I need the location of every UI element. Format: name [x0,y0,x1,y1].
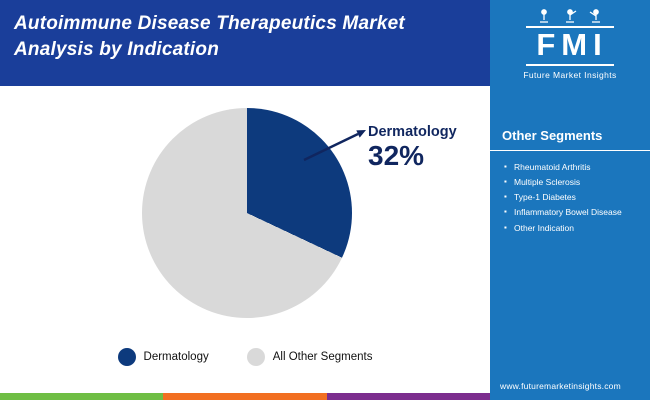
callout-label: Dermatology [368,124,457,140]
website-url[interactable]: www.futuremarketinsights.com [500,381,621,391]
pie-chart [142,108,352,318]
other-segments-list: Rheumatoid Arthritis Multiple Sclerosis … [490,160,650,236]
stripe-purple-segment [326,393,490,400]
stripe-orange-segment [163,393,327,400]
legend-label: All Other Segments [272,351,373,363]
stripe-green-segment [0,393,164,400]
legend-swatch-all-other [246,348,265,366]
logo-abbr: FMI [526,26,614,66]
logo-people-icons [540,9,600,23]
list-item: Other Indication [504,221,650,236]
legend-item-all-other: All Other Segments [246,348,373,366]
callout-arrow-icon [303,130,366,162]
list-item: Multiple Sclerosis [504,175,650,190]
fmi-logo: FMI Future Market Insights [490,0,650,80]
list-item: Inflammatory Bowel Disease [504,205,650,220]
callout-value: 32% [368,140,425,171]
list-item: Rheumatoid Arthritis [504,160,650,175]
other-segments-heading: Other Segments [490,128,650,151]
bottom-stripe [0,393,490,400]
legend-item-dermatology: Dermatology [117,348,209,366]
legend-label: Dermatology [143,351,209,363]
list-item: Type-1 Diabetes [504,190,650,205]
legend: Dermatology All Other Segments [0,348,490,366]
page-title: Autoimmune Disease Therapeutics Market A… [14,13,405,60]
sidebar: FMI Future Market Insights Other Segment… [490,0,650,400]
logo-company-name: Future Market Insights [523,69,617,80]
legend-swatch-dermatology [117,348,136,366]
title-bar: Autoimmune Disease Therapeutics Market A… [0,0,490,86]
